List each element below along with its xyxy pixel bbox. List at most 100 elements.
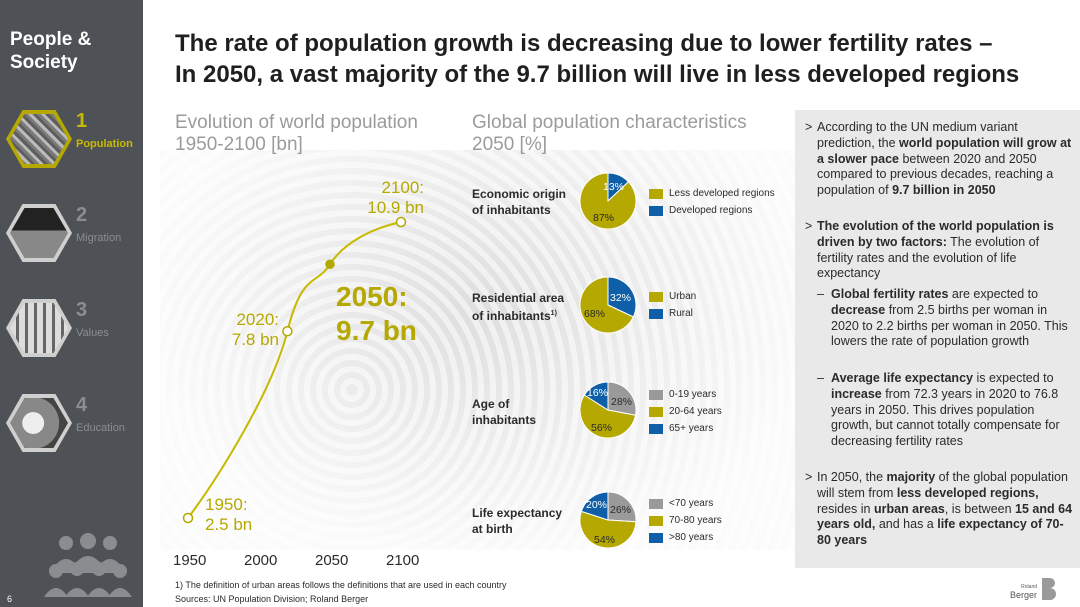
pie-slice-70-80-years [579,510,637,549]
pie-label-line2-text: of inhabitants [472,309,551,323]
pie-slice-label: 56% [591,422,613,434]
text-run-bold: majority [886,470,936,484]
people-group-icon [44,533,132,597]
annotation-1950: 1950: 2.5 bn [205,495,252,535]
data-point-2100 [395,216,407,228]
logo-line1: Roland [1021,584,1038,590]
page-number: 6 [7,594,13,604]
legend-swatch [649,532,663,543]
population-photo-icon [6,110,72,168]
legend-swatch [649,291,663,302]
legend-label: Urban [669,291,697,302]
page-title: The rate of population growth is decreas… [175,28,1065,90]
text-run: resides in [817,501,874,516]
footnote-definition: 1) The definition of urban areas follows… [175,580,507,590]
sub-bullet-text: Global fertility rates are expected to d… [831,287,1075,350]
nav-number: 3 [76,299,88,321]
page-title-line1: The rate of population growth is decreas… [175,30,993,57]
legend-swatch [649,188,663,199]
pie-slice-label: 68% [584,308,606,320]
pie-life-expectancy [579,491,637,549]
legend-item: 70-80 years [649,515,722,526]
pie-label-age: Age of inhabitants [472,396,536,428]
annotation-2050: 2050: 9.7 bn [336,280,417,348]
pie-age [579,381,637,439]
legend-swatch [649,515,663,526]
annotation-year: 1950: [205,495,248,514]
legend-label: 0-19 years [669,389,717,400]
legend-item: Urban [649,291,696,302]
pie-slice-label: 28% [611,396,633,408]
bullet-marker: > [805,219,813,233]
sub-bullet-marker: – [817,371,824,385]
sidebar-item-values[interactable]: 3 Values [0,299,143,369]
text-run: In 2050, the [817,470,887,484]
annotation-year: 2020: [236,310,279,329]
text-run: from 2.5 births per woman in 2020 to 2.2… [831,302,1068,349]
pie-slice-label: 26% [610,504,632,516]
text-run: from 72.3 years in 2020 to 76.8 years in… [831,386,1060,449]
pie-slice-label: 32% [610,292,632,304]
line-chart-heading-line2: 1950-2100 [bn] [175,134,303,155]
legend-item: 65+ years [649,423,713,434]
data-point-2020 [282,325,293,337]
text-run-bold: The evolution of the world population is… [817,219,1054,249]
legend-label: 70-80 years [669,515,722,526]
pie-slice--70-years [607,491,637,523]
annotation-year: 2100: [381,178,424,197]
sidebar-title: People & Society [10,28,91,74]
legend-swatch [649,205,663,216]
pie-residential-area [579,276,637,334]
bullet-text: According to the UN medium variant predi… [817,120,1075,199]
company-logo-text: Roland Berger [1010,584,1037,600]
pie-label-line2: of inhabitants [472,203,551,217]
pie-label-line1: Residential area [472,291,565,305]
pie-slice-label: 13% [603,181,625,193]
nav-number: 4 [76,394,88,416]
pie-label-line2: of inhabitants1) [472,306,564,324]
legend-label: 65+ years [669,423,714,434]
text-run: of the global population will stem from [817,470,1068,500]
legend-label: >80 years [669,532,714,543]
pie-label-line1: Life expectancy [472,506,563,520]
text-run: According to the UN medium variant predi… [817,120,1018,150]
pie-section-heading-line2: 2050 [%] [472,134,547,155]
footnote-sources: Sources: UN Population Division; Roland … [175,594,369,604]
nav-label: Population [76,138,133,150]
legend-item: Developed regions [649,205,752,216]
nav-label: Education [76,422,125,434]
line-chart-heading: Evolution of world population 1950-2100 … [175,112,418,156]
text-run: The evolution of fertility rates and the… [817,234,1040,281]
pie-slice-less-developed-regions [579,172,637,230]
sidebar-item-education[interactable]: 4 Education [0,394,143,464]
sidebar-item-population[interactable]: 1 Population [0,110,143,180]
footnote-marker: 1) [550,310,557,317]
legend-label: Less developed regions [669,188,775,199]
sidebar-item-migration[interactable]: 2 Migration [0,204,143,274]
bullet-text: The evolution of the world population is… [817,219,1075,282]
population-curve [187,221,402,519]
legend-swatch [649,308,663,319]
text-run-bold: less developed regions, [896,485,1039,500]
text-run-bold: urban areas [873,501,945,516]
crowd-background-image [160,150,800,550]
pie-label-line2: inhabitants [472,413,537,427]
population-line-chart [182,216,407,524]
text-run-bold: life expectancy of 70-80 years [817,517,1064,548]
nav-label: Values [76,327,109,339]
data-point-2050 [325,259,335,270]
data-point-1950 [182,512,194,524]
pie-section-heading: Global population characteristics 2050 [… [472,112,747,156]
bullet-marker: > [805,470,813,484]
bullet-marker: > [805,120,813,134]
legend-item: Less developed regions [649,188,775,199]
legend-swatch [649,423,663,434]
pie-label-residential-area: Residential area of inhabitants1) [472,290,564,324]
annotation-2100: 2100: 10.9 bn [340,178,424,218]
pie-slice-65-years [583,381,609,411]
values-photo-icon [6,299,72,357]
pie-section-heading-line1: Global population characteristics [472,112,747,133]
text-run: and has a [875,517,938,532]
annotation-value: 9.7 bn [336,315,417,346]
legend-item: >80 years [649,532,713,543]
